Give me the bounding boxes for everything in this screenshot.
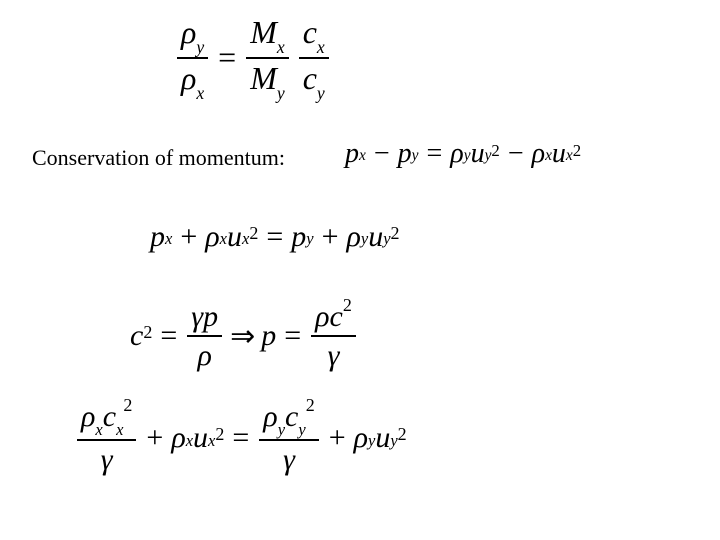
sub-x: x [242, 229, 249, 249]
equation-2a: px − py = ρyuy2 − ρxux2 [345, 138, 581, 170]
sup-2: 2 [573, 141, 581, 161]
sub-x: x [545, 147, 552, 165]
var-c: c [303, 60, 317, 96]
sup-2: 2 [306, 395, 315, 415]
sup-2: 2 [398, 424, 407, 445]
sub-y: y [298, 420, 305, 439]
sup-2: 2 [215, 424, 224, 445]
sub-y: y [383, 229, 390, 249]
sub-y: y [390, 431, 397, 451]
gamma: γ [191, 300, 203, 333]
sup-2: 2 [123, 395, 132, 415]
var-p: p [345, 138, 359, 170]
var-c: c [285, 400, 298, 433]
sub-y: y [412, 147, 419, 165]
equals: = [426, 138, 442, 170]
sub-y: y [464, 147, 471, 165]
sub-y: y [361, 229, 368, 249]
implies-arrow: ⇒ [230, 319, 255, 354]
var-p: p [203, 300, 218, 333]
rho: ρ [263, 400, 277, 433]
equals: = [266, 220, 283, 254]
equals: = [284, 319, 301, 353]
sub-y: y [196, 37, 204, 57]
equals: = [218, 39, 236, 76]
var-u: u [193, 421, 208, 455]
rho: ρ [171, 421, 185, 455]
sub-x: x [196, 83, 204, 103]
plus: + [322, 220, 339, 254]
rho: ρ [81, 400, 95, 433]
momentum-label: Conservation of momentum: [32, 145, 285, 171]
sub-x: x [317, 37, 325, 57]
sub-x: x [359, 147, 366, 165]
var-u: u [471, 138, 485, 170]
var-c: c [330, 300, 343, 333]
sub-x: x [116, 420, 123, 439]
plus: + [146, 421, 163, 455]
sup-2: 2 [143, 322, 152, 343]
sub-y: y [277, 83, 285, 103]
sub-x: x [220, 229, 227, 249]
sub-x: x [95, 420, 102, 439]
equals: = [160, 319, 177, 353]
sub-y: y [368, 431, 375, 451]
sup-2: 2 [491, 141, 499, 161]
var-c: c [103, 400, 116, 433]
gamma: γ [283, 443, 295, 476]
var-M: M [250, 14, 277, 50]
rho: ρ [532, 138, 545, 170]
rho: ρ [205, 220, 219, 254]
sub-y: y [278, 420, 285, 439]
sup-2: 2 [391, 223, 400, 244]
var-p: p [261, 319, 276, 353]
gamma: γ [101, 443, 113, 476]
equation-3: c2 = γp ρ ⇒ p = ρc2 γ [130, 300, 358, 372]
equation-4: ρxcx2 γ + ρxux2 = ρycy2 γ + ρyuy2 [75, 400, 407, 476]
plus: + [329, 421, 346, 455]
sub-x: x [566, 147, 573, 165]
var-p: p [291, 220, 306, 254]
equation-1: ρy ρx = Mx My cx cy [175, 15, 331, 100]
rho: ρ [346, 220, 360, 254]
sub-x: x [165, 229, 172, 249]
rho: ρ [181, 14, 196, 50]
sup-2: 2 [249, 223, 258, 244]
sup-2: 2 [343, 295, 352, 315]
var-p: p [150, 220, 165, 254]
sub-x: x [208, 431, 215, 451]
rho: ρ [181, 60, 196, 96]
rho: ρ [197, 339, 211, 372]
rho: ρ [450, 138, 463, 170]
equals: = [232, 421, 249, 455]
var-p: p [398, 138, 412, 170]
var-c: c [130, 319, 143, 353]
rho: ρ [354, 421, 368, 455]
rho: ρ [315, 300, 329, 333]
var-u: u [227, 220, 242, 254]
minus: − [374, 138, 390, 170]
gamma: γ [328, 339, 340, 372]
equation-2b: px + ρxux2 = py + ρyuy2 [150, 220, 400, 254]
var-M: M [250, 60, 277, 96]
minus: − [508, 138, 524, 170]
var-u: u [368, 220, 383, 254]
plus: + [180, 220, 197, 254]
var-c: c [303, 14, 317, 50]
sub-y: y [317, 83, 325, 103]
sub-y: y [485, 147, 492, 165]
sub-x: x [186, 431, 193, 451]
sub-x: x [277, 37, 285, 57]
sub-y: y [306, 229, 313, 249]
var-u: u [552, 138, 566, 170]
var-u: u [375, 421, 390, 455]
